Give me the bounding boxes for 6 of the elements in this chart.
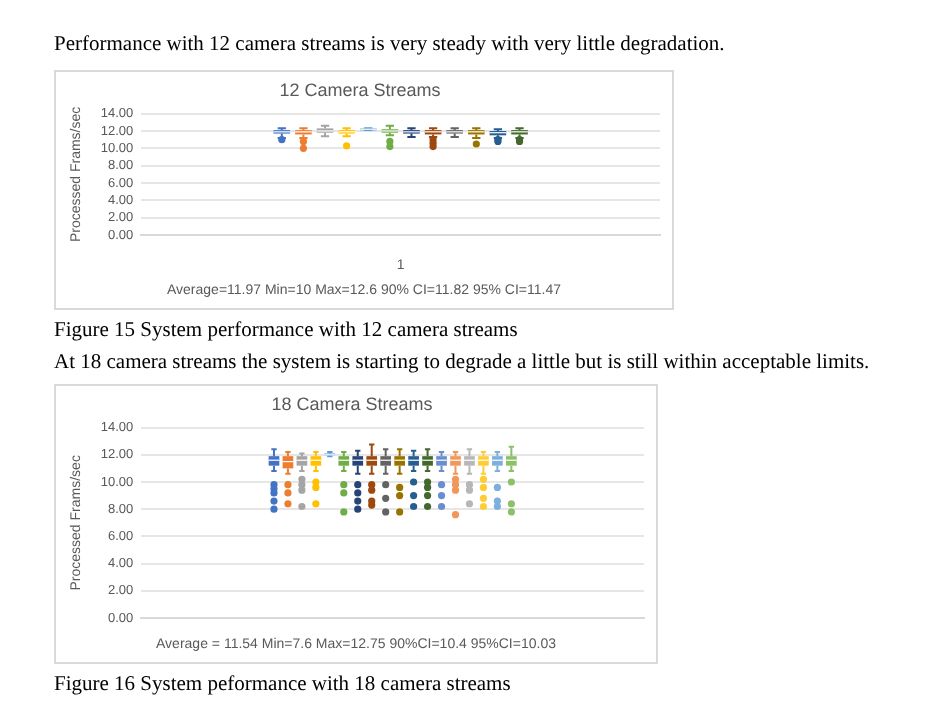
chart-title: 18 Camera Streams — [271, 393, 434, 414]
chart-title: 12 Camera Streams — [279, 79, 442, 100]
text: At 18 camera streams the system is starting to degrade a little but is still within acceptable limits. — [54, 352, 870, 374]
text: Performance with 12 camera streams is very steady with very little degradation. — [54, 34, 725, 56]
caption: Figure 16 System peformance with 18 camera streams — [54, 674, 511, 696]
caption: Figure 15 System performance with 12 camera streams — [54, 320, 518, 342]
